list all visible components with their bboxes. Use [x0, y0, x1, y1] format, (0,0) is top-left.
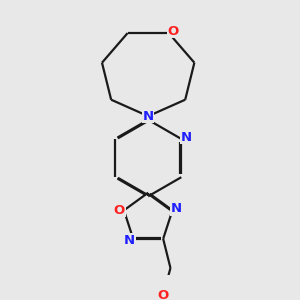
- Text: N: N: [180, 130, 191, 144]
- Text: N: N: [142, 110, 154, 123]
- Text: O: O: [168, 25, 179, 38]
- Text: O: O: [158, 289, 169, 300]
- Text: O: O: [114, 204, 125, 217]
- Text: N: N: [170, 202, 182, 215]
- Text: N: N: [124, 234, 135, 247]
